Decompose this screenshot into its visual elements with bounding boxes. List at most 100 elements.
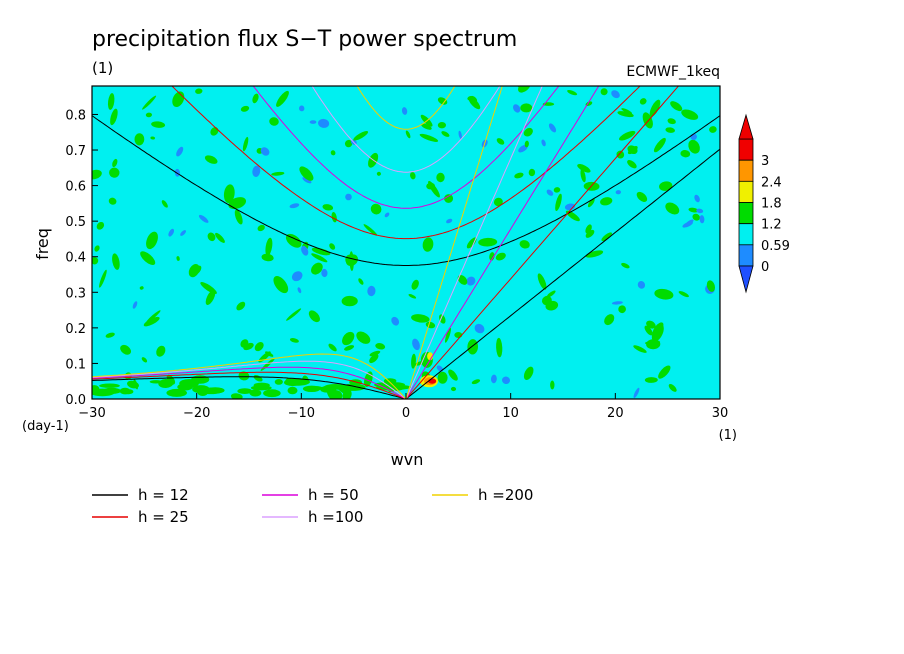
shading-mid-patch [644, 377, 658, 383]
shading-mid-patch [139, 286, 144, 290]
shading-mid-patch [439, 314, 446, 324]
shading-low-patch [384, 212, 390, 218]
inertio-gravity-curve [252, 86, 560, 209]
shading-mid-patch [151, 121, 166, 128]
chart-title: precipitation flux S−T power spectrum [92, 27, 517, 52]
shading-mid-patch [478, 237, 498, 247]
shading-mid-patch [450, 386, 457, 392]
shading-mid-patch [134, 133, 145, 146]
shading-mid-patch [493, 197, 503, 207]
shading-mid-patch [553, 187, 561, 193]
shading-mid-patch [263, 389, 281, 398]
x-tick-label: 0 [402, 406, 410, 421]
x-tick-label: 30 [712, 406, 729, 421]
legend-label: h = 25 [138, 508, 189, 526]
shading-mid-patch [261, 253, 274, 262]
shading-mid-patch [146, 231, 158, 250]
shading-mid-patch [565, 210, 580, 222]
shading-mid-patch [109, 167, 120, 178]
shading-mid-patch [617, 111, 634, 118]
shading-mid-patch [237, 388, 253, 394]
shading-mid-patch [308, 310, 320, 323]
x-tick-label: 10 [502, 406, 519, 421]
shading-low-patch [260, 147, 270, 156]
shading-mid-patch [444, 327, 452, 343]
shading-low-patch [309, 120, 317, 124]
y-tick-label: 0.5 [65, 215, 86, 230]
y-unit-label: (day-1) [22, 419, 69, 434]
shading-mid-patch [243, 342, 254, 351]
shading-mid-patch [627, 160, 637, 169]
shading-low-patch [696, 208, 704, 214]
rossby-curve [92, 376, 407, 399]
shading-mid-patch [550, 380, 555, 390]
colorbar-over-arrow [738, 113, 754, 140]
shading-mid-patch [523, 366, 534, 381]
shading-mid-patch [344, 345, 355, 351]
shading-mid-patch [204, 155, 218, 164]
colorbar-label: 0.59 [761, 239, 790, 254]
shading-mid-patch [616, 150, 625, 159]
shading-mid-patch [457, 274, 468, 285]
legend: h = 12 h = 25 h = 50 h =100 h =200 [92, 486, 533, 526]
shading-mid-patch [108, 197, 117, 205]
shading-low-patch [502, 376, 510, 385]
inertio-gravity-curve [356, 86, 456, 130]
shading-mid-patch [140, 251, 156, 265]
x-tick-label: 20 [607, 406, 624, 421]
shading-mid-patch [585, 250, 604, 258]
colorbar-label: 0 [761, 260, 769, 275]
shading-mid-patch [668, 383, 677, 392]
y-tick-label: 0.3 [65, 286, 86, 301]
shading-mid-patch [120, 344, 132, 355]
shading-mid-patch [428, 180, 440, 198]
x-axis: −30 −20 −10 0 10 20 30 [78, 393, 728, 421]
shading-mid-patch [421, 123, 432, 130]
colorbar-segment [738, 159, 754, 182]
shading-low-patch [291, 271, 303, 282]
shading-mid-patch [257, 224, 265, 232]
shading-mid-patch [604, 314, 615, 326]
shading-low-patch [458, 130, 462, 139]
shading-low-patch [302, 177, 312, 184]
shading-peak-patch [428, 378, 437, 384]
shading-mid-patch [329, 243, 336, 250]
shading-mid-patch [688, 139, 700, 154]
shading-mid-patch [514, 172, 524, 179]
rossby-curve [92, 360, 407, 399]
y-axis-label: freq [33, 228, 52, 260]
shading-mid-patch [188, 264, 200, 278]
shading-mid-patch [254, 342, 264, 352]
shading-mid-patch [195, 88, 203, 94]
shading-mid-patch [166, 374, 176, 385]
shading-mid-patch [496, 337, 503, 358]
shading-low-patch [615, 190, 621, 195]
shading-mid-patch [639, 98, 647, 105]
shading-mid-patch [105, 332, 115, 338]
shading-mid-patch [375, 343, 386, 350]
shading-mid-patch [709, 126, 717, 133]
y-tick-label: 0.8 [65, 108, 86, 123]
shading-low-patch [546, 189, 554, 196]
shading-mid-patch [363, 224, 378, 236]
shading-mid-patch [524, 140, 529, 148]
shading-mid-patch [328, 343, 337, 352]
shading-mid-patch [441, 131, 450, 137]
plot-background [92, 86, 720, 399]
shading-mid-patch [258, 351, 271, 363]
shading-low-patch [391, 316, 400, 326]
shading-mid-patch [670, 101, 683, 112]
shading-mid-patch [408, 294, 417, 299]
shading-mid-patch [238, 371, 250, 381]
shading-mid-patch [92, 169, 102, 180]
shading-mid-patch [651, 323, 664, 342]
shading-mid-patch [665, 127, 675, 133]
shading-mid-patch [520, 103, 533, 113]
chart-subtitle-right: ECMWF_1keq [626, 64, 720, 80]
shading-mid-patch [627, 146, 638, 155]
shading-low-patch [682, 221, 693, 228]
shading-mid-patch [102, 387, 122, 394]
colorbar-segment [738, 223, 754, 246]
shading-mid-patch [537, 273, 547, 290]
